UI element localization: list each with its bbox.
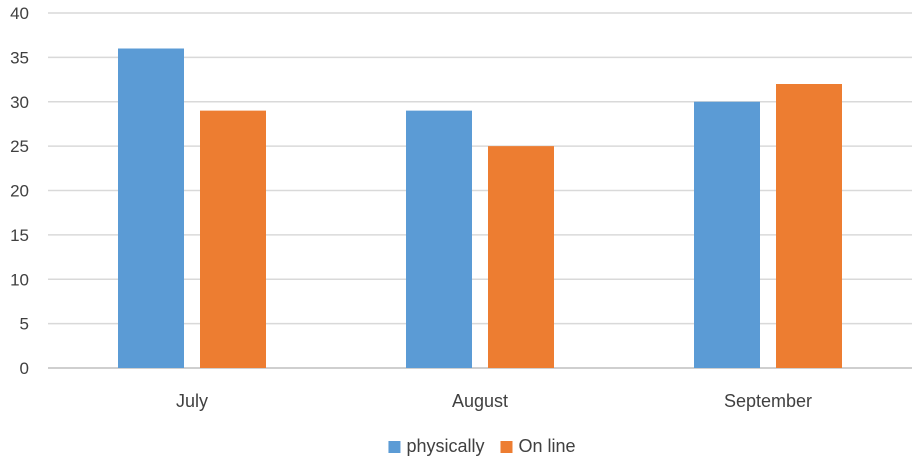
legend-swatch-on-line [500, 441, 513, 453]
y-tick-label: 10 [10, 270, 29, 289]
x-tick-label: July [176, 391, 208, 411]
gridlines [48, 12, 912, 369]
y-tick-label: 30 [10, 93, 29, 112]
y-axis-ticks: 0 5 10 15 20 25 30 35 40 [10, 4, 29, 378]
y-tick-label: 35 [10, 48, 29, 67]
x-axis-ticks: July August September [176, 391, 812, 411]
bars [118, 48, 842, 368]
y-tick-label: 0 [20, 359, 29, 378]
bar-physically-july [118, 48, 184, 368]
x-tick-label: September [724, 391, 812, 411]
x-tick-label: August [452, 391, 508, 411]
y-tick-label: 5 [20, 315, 29, 334]
legend: physically On line [388, 436, 576, 456]
bar-on-line-august [488, 146, 554, 368]
y-tick-label: 15 [10, 226, 29, 245]
legend-label-physically: physically [406, 436, 484, 456]
bar-on-line-july [200, 110, 266, 368]
y-tick-label: 25 [10, 137, 29, 156]
legend-label-on-line: On line [518, 436, 575, 456]
y-tick-label: 40 [10, 4, 29, 23]
bar-physically-september [694, 101, 760, 368]
y-tick-label: 20 [10, 182, 29, 201]
bar-on-line-september [776, 84, 842, 368]
bar-physically-august [406, 110, 472, 368]
legend-swatch-physically [388, 441, 401, 453]
